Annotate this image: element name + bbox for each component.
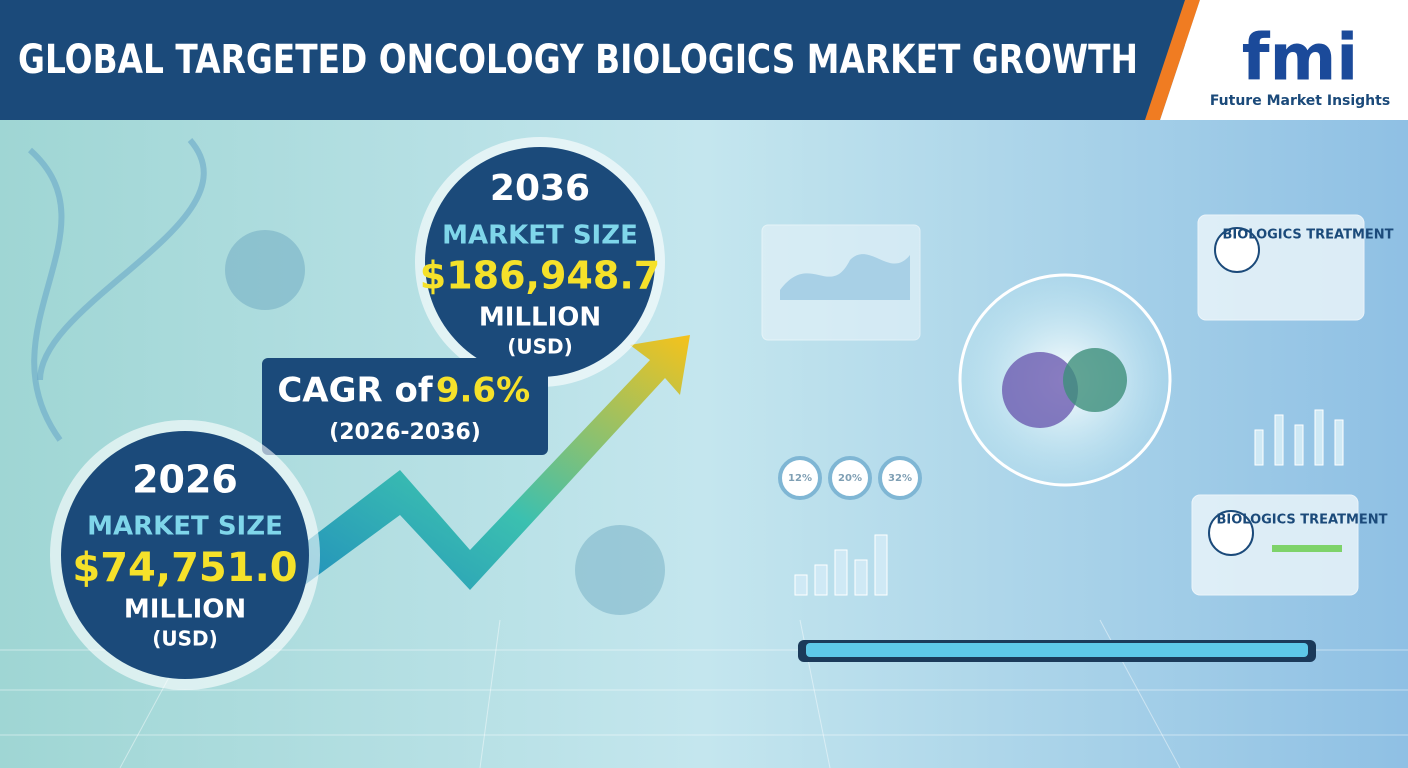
title: GLOBAL TARGETED ONCOLOGY BIOLOGICS MARKE… bbox=[18, 37, 1138, 83]
header-bar bbox=[0, 0, 1185, 120]
gauge bbox=[828, 456, 872, 500]
gauge bbox=[778, 456, 822, 500]
base-label: MARKET SIZE bbox=[87, 512, 283, 542]
growth-arrow bbox=[230, 335, 690, 625]
logo-caption: Future Market Insights bbox=[1210, 93, 1390, 109]
forecast-label: MARKET SIZE bbox=[442, 221, 638, 251]
forecast-circle bbox=[425, 147, 655, 377]
forecast-currency: (USD) bbox=[507, 335, 573, 359]
cell-icon bbox=[225, 230, 305, 310]
dashboard bbox=[761, 214, 1365, 662]
progress-bar bbox=[1272, 545, 1342, 552]
avatar bbox=[1208, 510, 1254, 556]
cagr-box bbox=[262, 358, 548, 455]
gauge-label: 32% bbox=[888, 473, 912, 484]
cancer-cell bbox=[1002, 352, 1078, 428]
logo-panel bbox=[1160, 0, 1408, 120]
forecast-unit: MILLION bbox=[479, 303, 601, 333]
base-unit: MILLION bbox=[124, 595, 246, 625]
area-icon bbox=[780, 254, 910, 300]
dna-helix bbox=[28, 138, 207, 442]
cagr-period: (2026-2036) bbox=[329, 420, 481, 445]
avatar bbox=[1214, 227, 1260, 273]
base-value: $74,751.0 bbox=[72, 545, 297, 591]
cell-icon bbox=[575, 525, 665, 615]
gauge bbox=[878, 456, 922, 500]
base-circle bbox=[61, 431, 309, 679]
base-currency: (USD) bbox=[152, 627, 218, 651]
forecast-year: 2036 bbox=[490, 168, 590, 209]
logo: fmi bbox=[1242, 22, 1358, 96]
bar-icons bbox=[794, 409, 1344, 596]
gauge-label: 20% bbox=[838, 473, 862, 484]
card-title: BIOLOGICS TREATMENT bbox=[1216, 513, 1387, 528]
cancer-cell bbox=[1063, 348, 1127, 412]
header-stripe bbox=[1145, 0, 1200, 120]
cagr-prefix: CAGR of bbox=[277, 371, 434, 411]
base-year: 2026 bbox=[132, 458, 238, 502]
forecast-value: $186,948.7 bbox=[420, 254, 660, 298]
card-title: BIOLOGICS TREATMENT bbox=[1222, 228, 1393, 243]
tablet-screen bbox=[806, 643, 1308, 657]
gauge-label: 12% bbox=[788, 473, 812, 484]
cagr-value: 9.6% bbox=[436, 371, 530, 411]
